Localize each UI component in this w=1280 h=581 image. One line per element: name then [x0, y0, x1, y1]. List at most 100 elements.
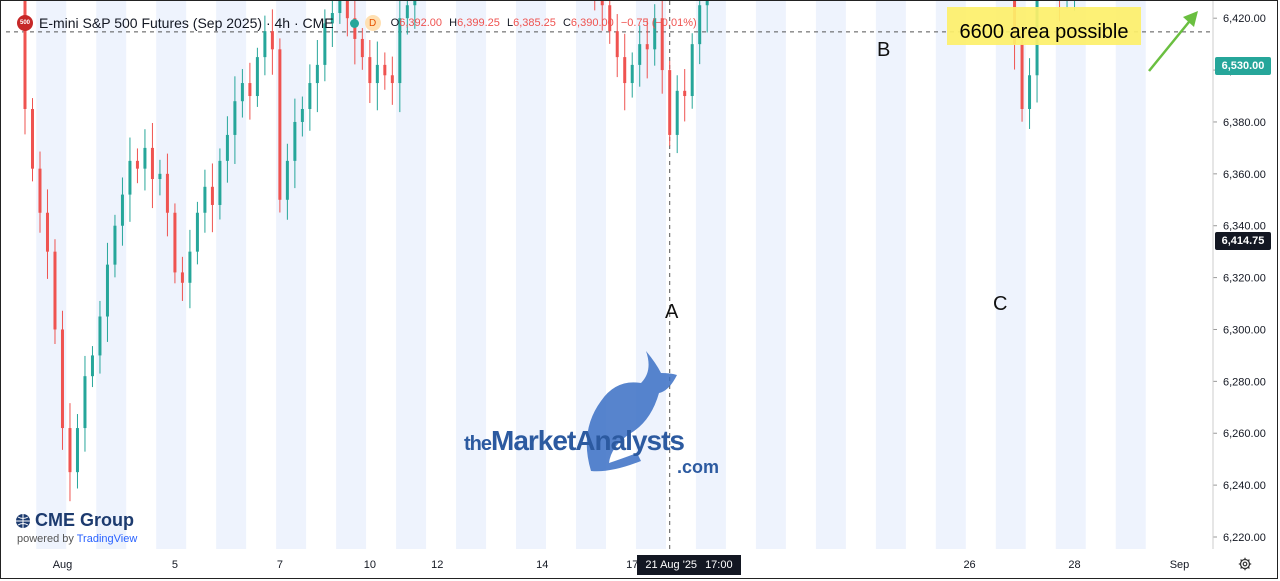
candle-body — [383, 64, 387, 76]
ohlc-open: 6,392.00 — [399, 17, 443, 29]
candle-body — [615, 31, 619, 58]
session-shade — [755, 1, 786, 549]
y-tick-label: 6,280.00 — [1223, 376, 1266, 388]
candle-body — [158, 173, 162, 180]
y-tick-label: 6,240.00 — [1223, 480, 1266, 492]
candle-body — [113, 225, 117, 265]
candle-body — [255, 57, 259, 97]
ohlc-readout: O6,392.00 H6,399.25 L6,385.25 C6,390.00 … — [391, 17, 701, 29]
session-shade — [36, 1, 67, 549]
y-tick-label: 6,360.00 — [1223, 169, 1266, 181]
candle-body — [128, 160, 132, 195]
ohlc-high: 6,399.25 — [457, 17, 500, 29]
candle-body — [293, 121, 297, 161]
x-tick-label: 17 — [626, 559, 638, 571]
arrow-up-right-icon — [1183, 11, 1198, 27]
candle-body — [698, 5, 702, 45]
crosshair-date: 21 Aug '25 — [645, 559, 698, 571]
candle-body — [143, 147, 147, 169]
delayed-data-badge[interactable]: D — [364, 15, 381, 31]
candle-body — [203, 186, 207, 213]
candle-body — [623, 57, 627, 84]
candle-body — [90, 355, 94, 377]
ohlc-close-label: C — [562, 17, 571, 29]
candle-body — [165, 173, 169, 213]
candle-body — [105, 264, 109, 317]
candle-body — [98, 316, 102, 356]
y-tick-label: 6,220.00 — [1223, 532, 1266, 544]
watermark-the: the — [464, 433, 492, 455]
tradingview-link[interactable]: TradingView — [76, 533, 138, 545]
x-tick-label: Aug — [53, 559, 73, 571]
candle-body — [638, 44, 642, 65]
ohlc-close: 6,390.00 — [570, 17, 614, 29]
candle-body — [1020, 44, 1024, 109]
annotation-highlight-box[interactable] — [947, 7, 1141, 45]
candle-body — [323, 23, 327, 65]
session-shade — [456, 1, 487, 549]
candle-body — [375, 64, 379, 84]
powered-by-tradingview[interactable]: powered by TradingView — [17, 533, 137, 545]
cme-group-text: CME Group — [35, 510, 134, 530]
x-tick-label: 26 — [963, 559, 975, 571]
candle-body — [120, 194, 124, 226]
ohlc-change: −0.75 (−0.01%) — [620, 17, 697, 29]
candle-body — [683, 90, 687, 97]
crosshair-date-tag: 21 Aug '25 17:00 — [637, 555, 741, 575]
candle-body — [83, 376, 87, 429]
candle-body — [180, 272, 184, 283]
candle-body — [30, 108, 34, 169]
candle-body — [300, 108, 304, 122]
session-shade — [635, 1, 666, 549]
x-tick-label: 5 — [172, 559, 178, 571]
candle-body — [38, 168, 42, 213]
candle-body — [233, 101, 237, 135]
candle-body — [645, 44, 649, 50]
candle-body — [338, 1, 342, 14]
watermark-com: .com — [677, 457, 720, 477]
symbol-title[interactable]: E-mini S&P 500 Futures (Sep 2025) · 4h ·… — [39, 15, 334, 31]
candle-body — [150, 147, 154, 180]
session-shade — [815, 1, 846, 549]
session-shade — [1055, 1, 1086, 549]
y-tick-label: 6,380.00 — [1223, 117, 1266, 129]
candle-body — [308, 83, 312, 109]
session-shade — [96, 1, 127, 549]
powered-prefix: powered by — [17, 533, 74, 545]
candle-body — [390, 75, 394, 84]
ohlc-high-label: H — [449, 17, 458, 29]
y-tick-label: 6,320.00 — [1223, 273, 1266, 285]
y-tick-label: 6,300.00 — [1223, 324, 1266, 336]
candle-body — [360, 38, 364, 58]
session-shade — [396, 1, 427, 549]
candle-body — [405, 5, 409, 19]
session-shade — [695, 1, 726, 549]
candle-body — [690, 44, 694, 97]
cme-group-logo[interactable]: CME Group — [15, 510, 134, 531]
candle-body — [653, 18, 657, 50]
market-open-dot-icon — [349, 18, 359, 28]
candle-body — [60, 329, 64, 429]
candle-body — [368, 57, 372, 84]
candle-body — [240, 83, 244, 102]
session-shade — [336, 1, 367, 549]
y-tick-label: 6,260.00 — [1223, 428, 1266, 440]
last-price-tag: 6,530.00 — [1215, 57, 1271, 75]
candle-body — [270, 31, 274, 50]
candle-body — [668, 70, 672, 135]
candle-body — [248, 83, 252, 97]
y-tick-label: 6,340.00 — [1223, 221, 1266, 233]
candle-body — [75, 428, 79, 473]
candle-body — [218, 160, 222, 205]
symbol-header[interactable]: 500 E-mini S&P 500 Futures (Sep 2025) · … — [17, 13, 701, 33]
candle-body — [398, 18, 402, 84]
candle-body — [608, 5, 612, 32]
gear-icon[interactable] — [1238, 557, 1252, 574]
y-tick-label: 6,420.00 — [1223, 13, 1266, 25]
crosshair-price-tag: 6,414.75 — [1215, 232, 1271, 250]
annotation-text: 6600 area possible — [959, 21, 1129, 43]
wave-label-a: A — [665, 301, 679, 323]
bull-logo-icon — [586, 351, 677, 472]
